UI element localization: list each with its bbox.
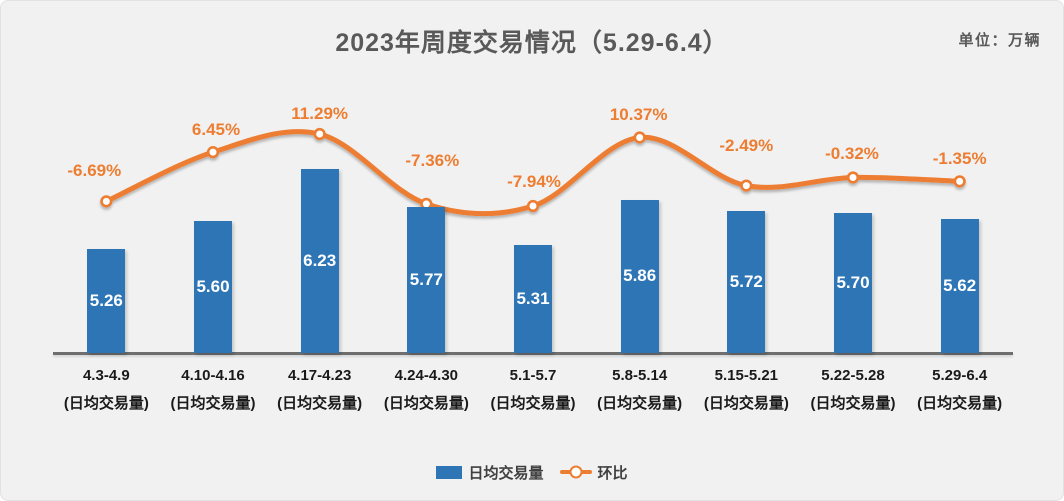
bar (194, 221, 232, 353)
line-value-label: -7.36% (405, 150, 460, 170)
legend-line-swatch-icon (559, 465, 592, 479)
bar-value-label: 5.70 (836, 272, 870, 292)
line-value-label: -1.35% (932, 149, 987, 169)
bar (834, 212, 872, 353)
x-axis-label-sub: (日均交易量) (383, 395, 469, 412)
x-axis-label: 4.10-4.16 (日均交易量) (171, 362, 256, 418)
line-marker (526, 199, 540, 213)
x-axis-label-sub: (日均交易量) (277, 395, 363, 412)
legend: 日均交易量 环比 (1, 462, 1063, 482)
bar (300, 169, 339, 353)
line-marker (740, 179, 753, 192)
bar-value-label: 5.86 (623, 266, 657, 286)
line-marker (953, 175, 966, 188)
x-axis-label-range: 4.3-4.9 (82, 367, 130, 384)
line-value-label: 6.45% (191, 120, 241, 140)
x-axis-label: 4.17-4.23 (日均交易量) (277, 362, 362, 418)
x-axis-label: 4.24-4.30 (日均交易量) (384, 362, 469, 418)
bar-value-label: 5.62 (943, 276, 977, 296)
x-axis-label: 5.1-5.7 (日均交易量) (491, 362, 576, 418)
line-value-label: -6.69% (67, 161, 122, 181)
bar (87, 249, 126, 353)
legend-item-bar: 日均交易量 (436, 462, 544, 483)
legend-line-marker-icon (569, 465, 582, 479)
line-value-label: -2.49% (719, 135, 774, 155)
bar-value-label: 5.72 (729, 272, 763, 292)
line-value-label: 10.37% (609, 105, 668, 125)
x-axis-label-sub: (日均交易量) (490, 395, 576, 412)
x-axis-label: 4.3-4.9 (日均交易量) (64, 362, 149, 418)
x-axis-label-sub: (日均交易量) (917, 395, 1003, 412)
x-axis-label-range: 4.24-4.30 (394, 367, 459, 384)
line-value-label: -0.32% (825, 144, 879, 164)
x-axis-label-sub: (日均交易量) (63, 395, 149, 412)
x-axis-label: 5.29-6.4 (日均交易量) (917, 362, 1002, 418)
x-axis-label-range: 4.17-4.23 (287, 367, 352, 384)
x-axis-label-range: 5.1-5.7 (509, 367, 557, 384)
unit-label: 单位：万辆 (958, 32, 1041, 49)
x-axis-label-range: 5.29-6.4 (932, 367, 988, 384)
line-value-label: -7.94% (507, 172, 561, 192)
x-axis-label-sub: (日均交易量) (810, 395, 896, 412)
x-axis-label-range: 5.15-5.21 (714, 367, 779, 384)
bar-value-label: 5.60 (196, 277, 230, 296)
x-axis-line (53, 352, 1013, 355)
line-marker (846, 171, 860, 184)
x-axis-label-range: 5.22-5.28 (821, 367, 885, 384)
x-axis-label: 5.22-5.28 (日均交易量) (811, 362, 896, 418)
x-axis-label-sub: (日均交易量) (170, 395, 256, 412)
legend-bar-label: 日均交易量 (468, 464, 544, 482)
line-marker (206, 146, 220, 159)
x-axis-label-sub: (日均交易量) (597, 395, 683, 412)
bar (940, 219, 979, 353)
bar (620, 199, 659, 353)
line-marker (633, 131, 646, 144)
x-axis-label-sub: (日均交易量) (703, 395, 789, 412)
bar (727, 211, 766, 353)
bar-value-label: 5.26 (89, 291, 123, 311)
x-axis-label-range: 5.8-5.14 (612, 367, 668, 384)
x-axis-label: 5.15-5.21 (日均交易量) (704, 362, 789, 418)
x-axis-label-range: 4.10-4.16 (181, 367, 245, 384)
line-marker (100, 195, 113, 208)
line-value-label: 11.29% (291, 104, 349, 124)
x-axis-label: 5.8-5.14 (日均交易量) (597, 362, 682, 418)
chart-title: 2023年周度交易情况（5.29-6.4） (335, 29, 729, 57)
legend-line-label: 环比 (597, 464, 628, 482)
bar-value-label: 6.23 (303, 251, 337, 270)
legend-bar-swatch-icon (436, 465, 463, 479)
line-marker (313, 127, 326, 141)
bar-value-label: 5.31 (516, 288, 550, 308)
bar (514, 244, 552, 353)
bar-value-label: 5.77 (409, 269, 443, 289)
legend-item-line: 环比 (559, 462, 628, 483)
bar (407, 206, 446, 353)
